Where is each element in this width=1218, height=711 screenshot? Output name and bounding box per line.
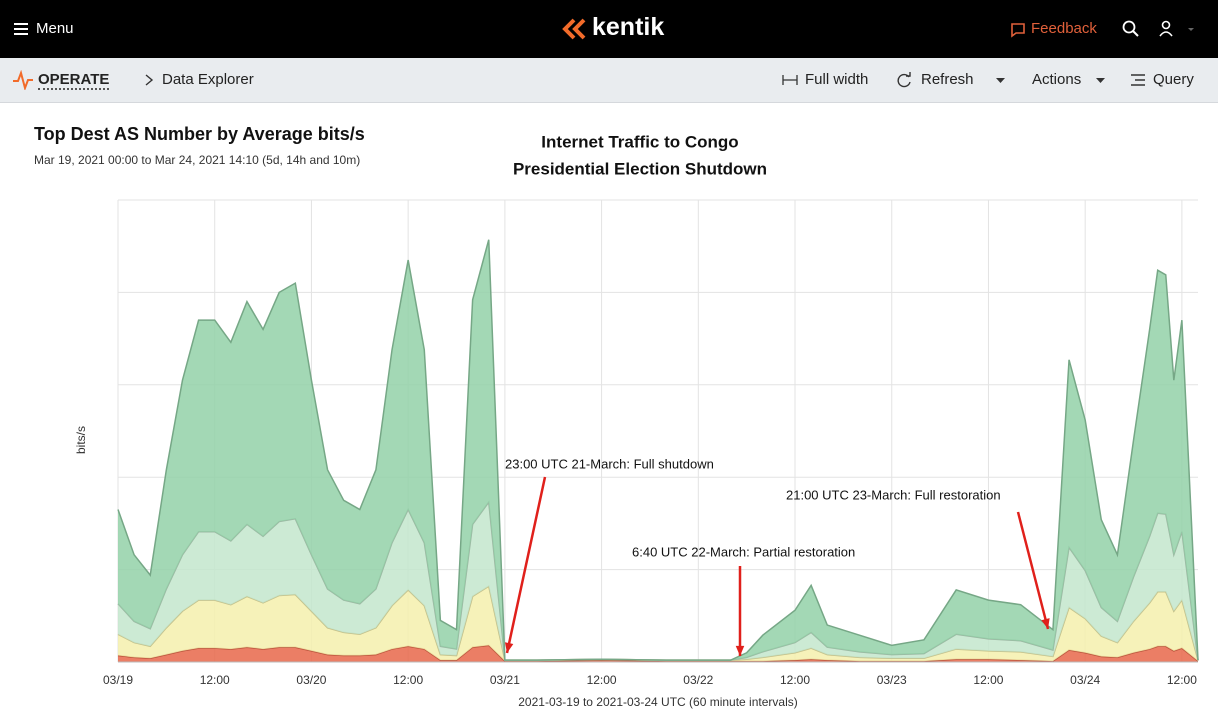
menu-icon[interactable]	[14, 22, 30, 36]
x-tick-label: 03/23	[877, 673, 907, 687]
annotation-text: 6:40 UTC 22-March: Partial restoration	[632, 544, 855, 559]
logo-mark	[562, 18, 586, 40]
top-nav: Menu kentik Feedback	[0, 0, 1218, 58]
actions-button[interactable]: Actions	[1032, 71, 1082, 88]
chart-title: Presidential Election Shutdown	[513, 159, 767, 178]
y-axis-label: bits/s	[74, 426, 88, 454]
user-menu[interactable]	[1158, 20, 1202, 38]
area-fill	[118, 586, 1198, 662]
x-tick-label: 12:00	[393, 673, 423, 687]
search-icon[interactable]	[1122, 20, 1140, 38]
refresh-button[interactable]: Refresh	[921, 71, 974, 88]
area-line	[117, 239, 1199, 661]
annotation-arrow	[505, 476, 547, 654]
x-axis-label: 2021-03-19 to 2021-03-24 UTC (60 minute …	[518, 695, 797, 709]
breadcrumb-section[interactable]: OPERATE	[38, 71, 110, 90]
breadcrumb-bar: OPERATE Data Explorer Full width Refresh…	[0, 58, 1218, 103]
x-tick-label: 12:00	[200, 673, 230, 687]
annotation-text: 21:00 UTC 23-March: Full restoration	[786, 487, 1001, 502]
x-tick-label: 12:00	[780, 673, 810, 687]
refresh-dropdown[interactable]	[996, 77, 1006, 85]
panel-title: Top Dest AS Number by Average bits/s	[34, 124, 365, 144]
query-icon[interactable]	[1130, 73, 1146, 87]
chart: Top Dest AS Number by Average bits/s Mar…	[34, 124, 1199, 709]
refresh-icon[interactable]	[896, 72, 912, 88]
x-tick-label: 03/22	[683, 673, 713, 687]
annotation-arrowhead	[735, 645, 745, 656]
annotation-text: 23:00 UTC 21-March: Full shutdown	[505, 456, 714, 471]
panel-subtitle: Mar 19, 2021 00:00 to Mar 24, 2021 14:10…	[34, 153, 360, 167]
menu-label[interactable]: Menu	[36, 20, 74, 37]
x-tick-label: 12:00	[973, 673, 1003, 687]
breadcrumb-separator	[145, 74, 154, 86]
query-button[interactable]: Query	[1153, 71, 1194, 88]
x-tick-label: 03/20	[296, 673, 326, 687]
x-tick-label: 03/21	[490, 673, 520, 687]
annotation-arrow	[1016, 511, 1050, 630]
x-tick-label: 03/24	[1070, 673, 1100, 687]
x-tick-label: 03/19	[103, 673, 133, 687]
annotation-arrowhead	[504, 642, 514, 653]
annotation-arrowhead	[1041, 618, 1050, 629]
operate-icon	[13, 70, 33, 90]
actions-caret[interactable]	[1096, 77, 1106, 85]
x-tick-label: 12:00	[1167, 673, 1197, 687]
breadcrumb-page: Data Explorer	[162, 71, 254, 88]
area-fill	[118, 645, 1198, 662]
feedback-icon[interactable]	[1010, 22, 1026, 38]
full-width-button[interactable]: Full width	[805, 71, 869, 88]
full-width-icon[interactable]	[782, 74, 798, 86]
chart-title: Internet Traffic to Congo	[541, 132, 738, 151]
x-tick-label: 12:00	[587, 673, 617, 687]
logo-text: kentik	[592, 13, 665, 41]
feedback-link[interactable]: Feedback	[1031, 20, 1097, 37]
